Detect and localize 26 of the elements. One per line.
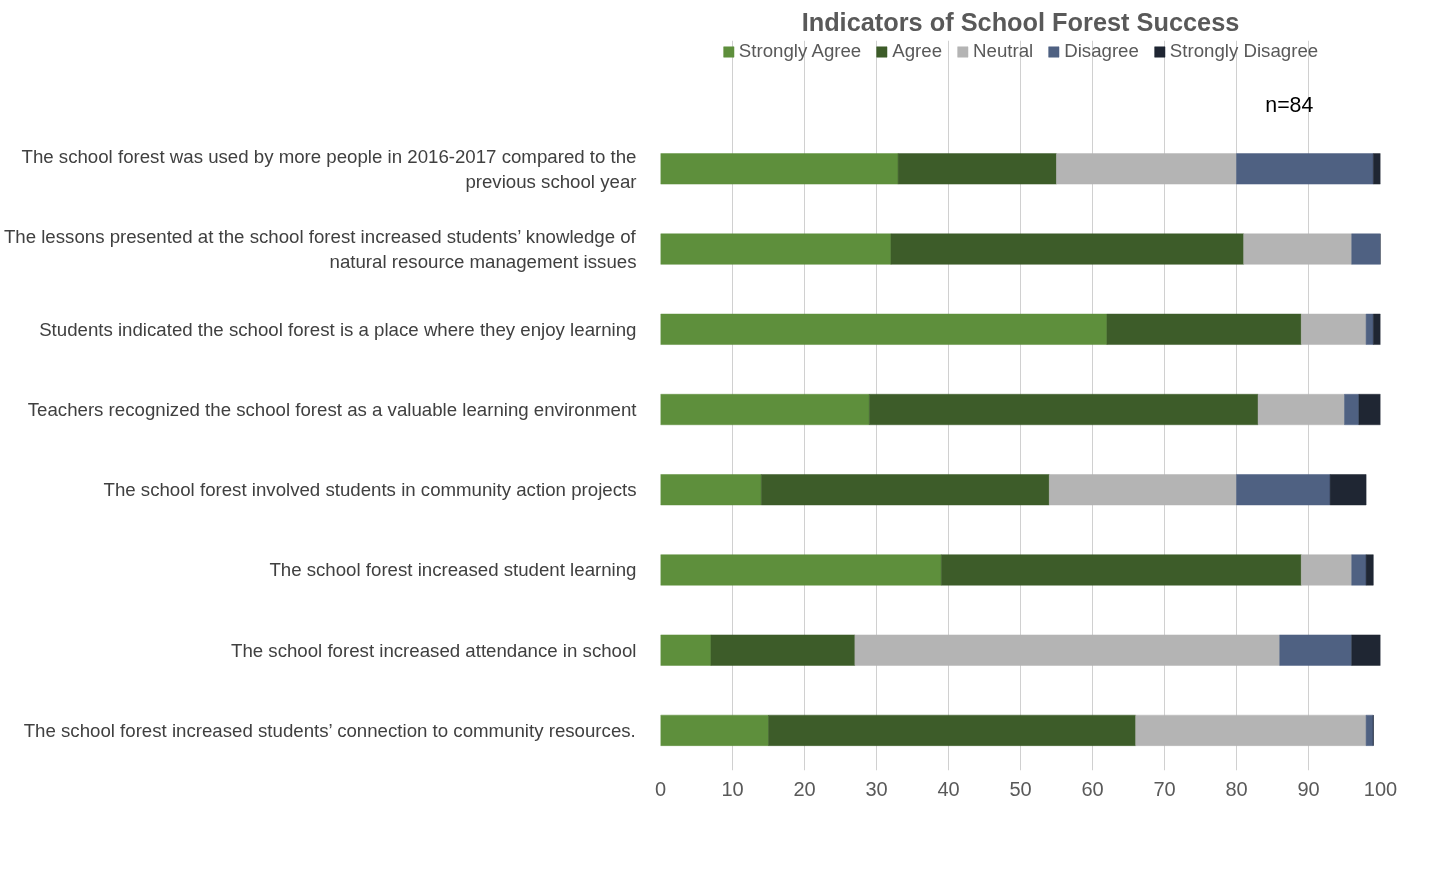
y-tick-label: The school forest increased student learning	[269, 559, 637, 581]
x-tick-label: 100	[1363, 777, 1398, 800]
y-tick-label: Teachers recognized the school forest as a valuable learning environment	[27, 399, 638, 421]
legend-label: Neutral	[973, 40, 1034, 62]
x-tick-label: 90	[1297, 777, 1320, 800]
y-tick-label: The school forest involved students in community action projects	[103, 479, 637, 501]
legend-label: Agree	[892, 40, 943, 62]
text: n=84	[1265, 92, 1314, 117]
y-tick-label: Students indicated the school forest is a place where they enjoy learning	[39, 318, 637, 340]
x-tick-label: 50	[1009, 777, 1032, 800]
x-tick-label: 0	[654, 777, 667, 800]
legend-label: Disagree	[1064, 40, 1139, 62]
y-tick-label: The lessons presented at the school forest increased students’ knowledge of natural resource management issues	[3, 225, 637, 273]
legend-label: Strongly Disagree	[1169, 40, 1319, 62]
x-tick-label: 10	[721, 777, 744, 800]
y-tick-label: The school forest was used by more people in 2016-2017 compared to the previous school year	[21, 145, 637, 192]
legend-label: Strongly Agree	[738, 40, 862, 62]
x-tick-label: 60	[1081, 777, 1104, 800]
x-tick-label: 70	[1153, 777, 1176, 800]
x-tick-label: 30	[865, 777, 888, 800]
x-tick-label: 20	[793, 777, 816, 800]
chart-title: Indicators of School Forest Success	[801, 7, 1240, 36]
y-tick-label: The school forest increased attendance in school	[231, 639, 637, 661]
x-tick-label: 80	[1225, 777, 1248, 800]
y-tick-label: The school forest increased students’ connection to community resources.	[23, 719, 636, 741]
x-tick-label: 40	[937, 777, 960, 800]
